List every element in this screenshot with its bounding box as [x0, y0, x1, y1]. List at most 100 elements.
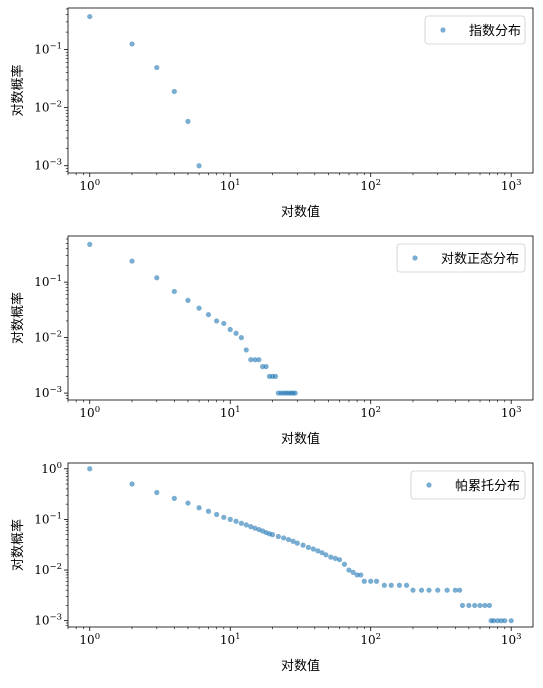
data-point: [269, 532, 276, 538]
legend-box: [410, 470, 526, 500]
data-point: [248, 524, 254, 530]
y-tick-label: 10−3: [34, 158, 62, 173]
data-point: [396, 582, 402, 588]
data-point: [466, 602, 472, 609]
data-point: [233, 330, 239, 336]
data-point: [472, 602, 478, 609]
data-point: [435, 587, 441, 593]
legend: 帕累托分布: [410, 470, 526, 500]
data-point: [354, 572, 360, 578]
data-point: [129, 481, 135, 487]
data-point: [171, 495, 177, 501]
data-point: [196, 163, 202, 169]
data-point: [281, 535, 287, 541]
axes-frame: [67, 7, 534, 174]
data-point: [328, 554, 334, 560]
y-tick-label: 10−2: [34, 100, 62, 115]
data-point: [332, 555, 338, 561]
chart-panel-2: 100 101 102 103 10−3 10−2 10−1 对数值 对数概率 对数正态分布: [10, 235, 534, 447]
data-point: [196, 305, 202, 311]
x-tick-label: 101: [220, 405, 241, 420]
data-point: [418, 587, 425, 593]
data-point: [358, 572, 364, 578]
data-point: [129, 258, 135, 264]
y-tick-label: 100: [41, 461, 62, 476]
y-tick-label: 10−1: [34, 511, 62, 526]
data-point: [459, 602, 466, 609]
chart-panel-1: 100 101 102 103 10−3 10−2 10−1 对数值 对数概率 指数分布: [10, 7, 534, 220]
data-point: [171, 288, 177, 295]
data-point: [196, 505, 202, 511]
data-point: [426, 587, 432, 593]
data-point: [171, 88, 177, 95]
data-point: [319, 550, 325, 556]
data-point: [87, 466, 93, 472]
data-point: [221, 514, 227, 520]
data-point: [508, 618, 514, 624]
y-tick-label: 10−2: [34, 562, 62, 577]
data-point: [300, 542, 306, 548]
data-point: [233, 518, 239, 524]
x-axis-label: 对数值: [281, 204, 320, 220]
data-point: [368, 578, 374, 584]
y-tick-label: 10−1: [34, 274, 62, 289]
data-point: [502, 618, 508, 624]
legend-marker: [412, 255, 418, 261]
data-point: [252, 357, 258, 363]
data-point: [346, 567, 352, 573]
axes-frame: [67, 462, 534, 628]
data-point: [238, 520, 244, 526]
data-point: [482, 602, 488, 609]
data-point: [285, 536, 292, 543]
data-point: [350, 569, 356, 575]
x-tick-label: 100: [79, 632, 100, 647]
data-point: [185, 118, 191, 124]
data-point: [129, 41, 135, 47]
x-tick-label: 103: [501, 405, 522, 420]
data-point: [477, 602, 483, 609]
data-point: [305, 544, 311, 551]
data-point: [248, 357, 254, 363]
data-point: [336, 557, 343, 563]
data-point: [388, 582, 394, 588]
data-point: [154, 489, 160, 496]
data-point: [310, 546, 316, 552]
data-point: [214, 318, 220, 324]
data-point: [491, 618, 497, 624]
x-tick-label: 100: [79, 405, 100, 420]
data-point: [87, 13, 93, 20]
data-point: [243, 522, 249, 528]
data-point: [154, 64, 160, 71]
data-point: [381, 582, 387, 588]
data-point: [373, 578, 380, 584]
data-point: [341, 561, 348, 567]
data-point: [87, 241, 93, 247]
y-axis-label: 对数概率: [10, 292, 26, 344]
chart-panel-3: 100 101 102 103 10−3 10−2 10−1 100 对数值 对数概率 帕累托分布: [10, 461, 534, 674]
x-tick-label: 102: [360, 178, 381, 193]
data-point: [292, 390, 298, 396]
data-point: [444, 587, 450, 593]
y-tick-label: 10−3: [34, 613, 62, 628]
legend-box: [424, 15, 526, 45]
x-tick-label: 103: [501, 178, 522, 193]
legend-label: 对数正态分布: [441, 252, 519, 267]
axes-frame: [67, 235, 534, 401]
data-point: [457, 587, 463, 593]
data-point: [205, 508, 212, 514]
data-point: [214, 511, 220, 518]
data-point: [275, 533, 281, 540]
data-point: [486, 602, 493, 609]
legend-box: [396, 243, 526, 273]
data-point: [361, 578, 367, 584]
x-tick-label: 101: [220, 632, 241, 647]
x-axis-label: 对数值: [281, 431, 320, 447]
data-point: [403, 582, 410, 588]
data-point: [323, 552, 329, 558]
y-tick-label: 10−2: [34, 330, 62, 345]
data-point: [252, 525, 258, 531]
y-tick-label: 10−1: [34, 42, 62, 57]
y-tick-label: 10−3: [34, 385, 62, 400]
x-axis-label: 对数值: [281, 658, 320, 674]
